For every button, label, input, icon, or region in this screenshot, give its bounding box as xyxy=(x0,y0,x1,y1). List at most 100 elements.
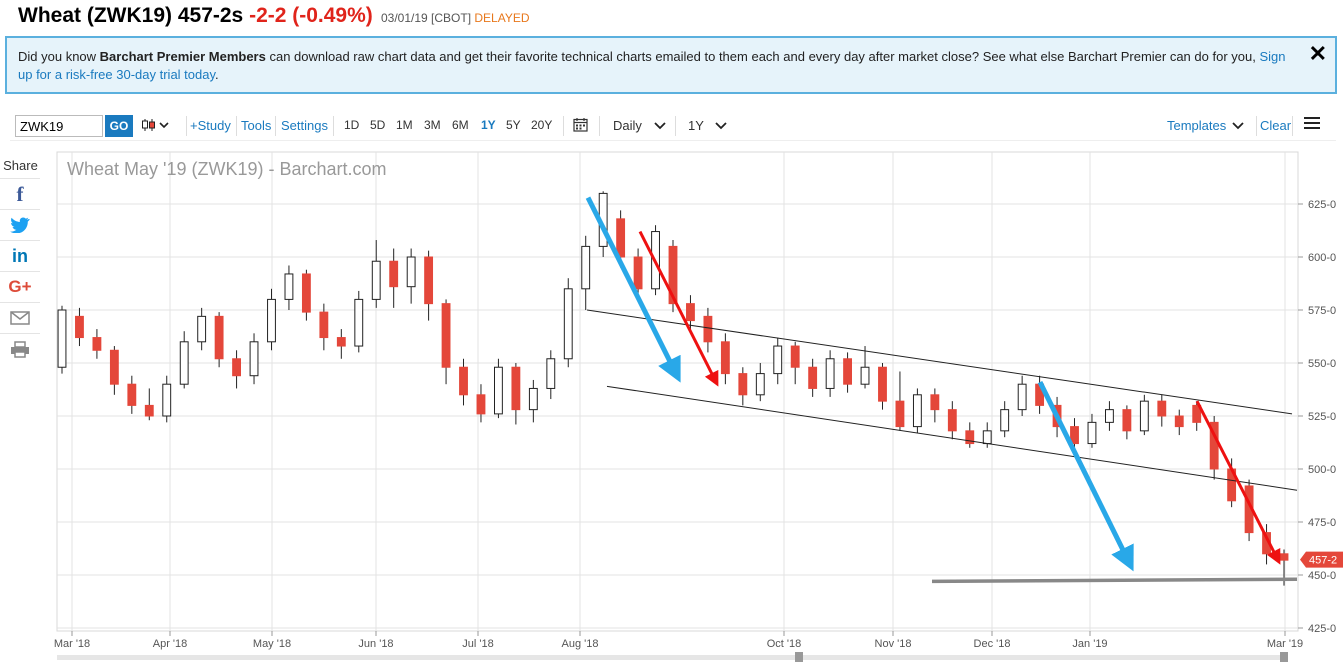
blue-trend-arrow xyxy=(1037,380,1134,572)
candle xyxy=(703,307,713,353)
candle xyxy=(581,235,591,310)
candle-up xyxy=(912,394,922,428)
period-1d[interactable]: 1D xyxy=(344,118,360,132)
interval-value: Daily xyxy=(613,118,642,133)
period-6m[interactable]: 6M xyxy=(452,118,469,132)
candle xyxy=(162,375,172,423)
x-tick-label: Nov '18 xyxy=(875,638,912,650)
candle-up xyxy=(179,341,189,385)
candle xyxy=(267,288,276,351)
go-button[interactable]: GO xyxy=(105,115,133,137)
share-label: Share xyxy=(3,158,38,173)
clear-button[interactable]: Clear xyxy=(1260,118,1292,133)
x-axis: Mar '18 Apr '18 May '18 Jun '18 Jul '18 Aug '… xyxy=(54,631,1303,662)
close-icon[interactable]: ✕ xyxy=(1308,41,1327,66)
range-dropdown[interactable]: 1Y xyxy=(688,118,727,133)
y-axis: 625-0 600-0 575-0 550-0 525-0 500-0 475-0 450-0… xyxy=(1298,199,1343,635)
range-value: 1Y xyxy=(688,118,704,133)
toolbar-divider xyxy=(1256,116,1257,136)
candle xyxy=(1139,394,1149,436)
candle-up xyxy=(528,387,538,411)
candle-down xyxy=(1192,404,1202,423)
candle xyxy=(389,248,399,308)
twitter-icon[interactable] xyxy=(0,209,40,240)
chevron-down-icon xyxy=(1232,122,1244,130)
x-tick-label: Mar '19 xyxy=(1267,638,1303,650)
candle-down xyxy=(1122,409,1132,432)
quote-header: Wheat (ZWK19) 457-2s -2-2 (-0.49%) 03/01… xyxy=(0,0,1344,34)
linkedin-icon[interactable]: in xyxy=(0,240,40,271)
candle xyxy=(197,307,207,351)
candle xyxy=(406,248,416,304)
x-tick-label: Dec '18 xyxy=(974,638,1011,650)
candle xyxy=(249,333,259,385)
templates-dropdown[interactable]: Templates xyxy=(1167,118,1244,133)
period-5d[interactable]: 5D xyxy=(370,118,386,132)
quote-meta: 03/01/19 [CBOT] DELAYED xyxy=(381,11,530,25)
x-tick-label: Aug '18 xyxy=(562,638,599,650)
candle-up xyxy=(773,345,783,375)
banner-text: Did you know Barchart Premier Members ca… xyxy=(18,48,1303,84)
toolbar-divider xyxy=(236,116,237,136)
banner-text-2: can download raw chart data and get thei… xyxy=(265,49,1260,64)
candle-down xyxy=(511,366,521,411)
y-tick-label: 450-0 xyxy=(1308,570,1336,582)
last-price-tag xyxy=(1300,551,1343,568)
candle xyxy=(319,303,329,351)
study-button[interactable]: +Study xyxy=(190,118,231,133)
candle xyxy=(1017,375,1027,416)
x-tick-label: May '18 xyxy=(253,638,291,650)
candle xyxy=(75,307,84,347)
candle xyxy=(773,337,783,385)
candle-down xyxy=(459,366,468,396)
candle-up xyxy=(860,366,870,385)
candle-down xyxy=(1157,400,1167,417)
symbol-change: -2-2 (-0.49%) xyxy=(249,4,373,27)
candle xyxy=(232,350,241,389)
candle xyxy=(476,384,486,423)
period-3m[interactable]: 3M xyxy=(424,118,441,132)
facebook-icon[interactable]: f xyxy=(0,178,40,209)
trial-link[interactable]: Sign up for a risk-free 30-day trial tod… xyxy=(18,49,1286,82)
candle-up xyxy=(755,373,765,396)
candle-down xyxy=(738,373,748,396)
candle xyxy=(860,346,870,389)
interval-dropdown[interactable]: Daily xyxy=(613,118,666,133)
tools-button[interactable]: Tools xyxy=(241,118,272,133)
candle xyxy=(808,358,818,397)
hamburger-menu-icon[interactable] xyxy=(1304,117,1320,131)
candle xyxy=(301,269,311,321)
email-icon[interactable] xyxy=(0,302,40,333)
print-icon[interactable] xyxy=(0,333,40,364)
candle xyxy=(57,305,67,374)
candle-down xyxy=(336,337,346,347)
banner-text-bold: Barchart Premier Members xyxy=(99,49,266,64)
candle-down xyxy=(1070,426,1079,445)
x-tick-label: Mar '18 xyxy=(54,638,90,650)
share-sidebar: Share f in G+ xyxy=(0,158,41,364)
settings-button[interactable]: Settings xyxy=(281,118,328,133)
red-trend-arrow xyxy=(638,230,719,387)
x-tick-label: Jul '18 xyxy=(462,638,493,650)
annotations xyxy=(585,196,1298,584)
y-tick-label: 625-0 xyxy=(1308,199,1336,211)
candle-down xyxy=(633,256,643,290)
period-20y[interactable]: 20Y xyxy=(531,118,553,132)
candle xyxy=(284,265,294,310)
period-1m[interactable]: 1M xyxy=(396,118,413,132)
symbol-input[interactable] xyxy=(15,115,103,137)
chart-type-dropdown[interactable] xyxy=(141,118,171,135)
candle xyxy=(912,388,922,433)
googleplus-icon[interactable]: G+ xyxy=(0,271,40,302)
symbol-price: 457-2s xyxy=(177,4,244,27)
candle xyxy=(459,358,468,406)
period-1y[interactable]: 1Y xyxy=(481,118,496,132)
candle-up xyxy=(284,273,294,300)
toolbar-divider xyxy=(675,116,676,136)
candle-down xyxy=(476,394,486,415)
candle-down xyxy=(301,273,311,313)
candle-down xyxy=(843,358,852,385)
period-5y[interactable]: 5Y xyxy=(506,118,521,132)
calendar-icon[interactable] xyxy=(573,117,588,132)
